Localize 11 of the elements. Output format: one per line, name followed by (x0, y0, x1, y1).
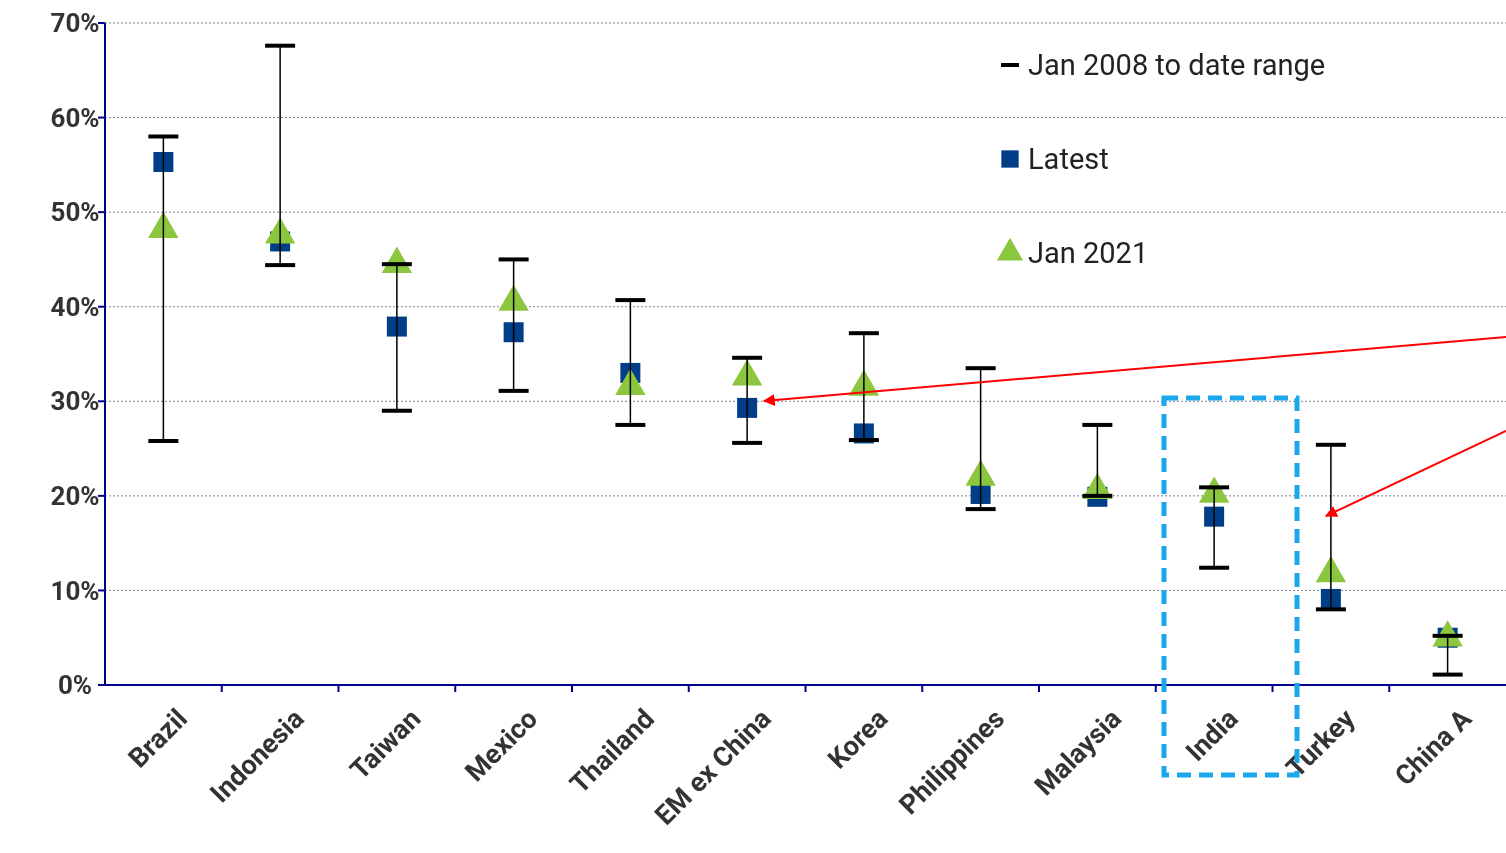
y-tick-label: 50% (50, 197, 100, 228)
legend-label: Latest (1028, 142, 1109, 177)
y-tick-label: 40% (50, 291, 100, 322)
y-tick-label: 70% (50, 8, 100, 39)
y-tick-label: 0% (57, 670, 93, 701)
legend-label: Jan 2008 to date range (1028, 48, 1326, 83)
y-tick-label: 30% (50, 386, 100, 417)
y-tick-label: 10% (50, 575, 100, 606)
legend-label: Jan 2021 (1028, 236, 1149, 271)
y-tick-label: 60% (50, 102, 100, 133)
y-tick-label: 20% (50, 480, 100, 511)
